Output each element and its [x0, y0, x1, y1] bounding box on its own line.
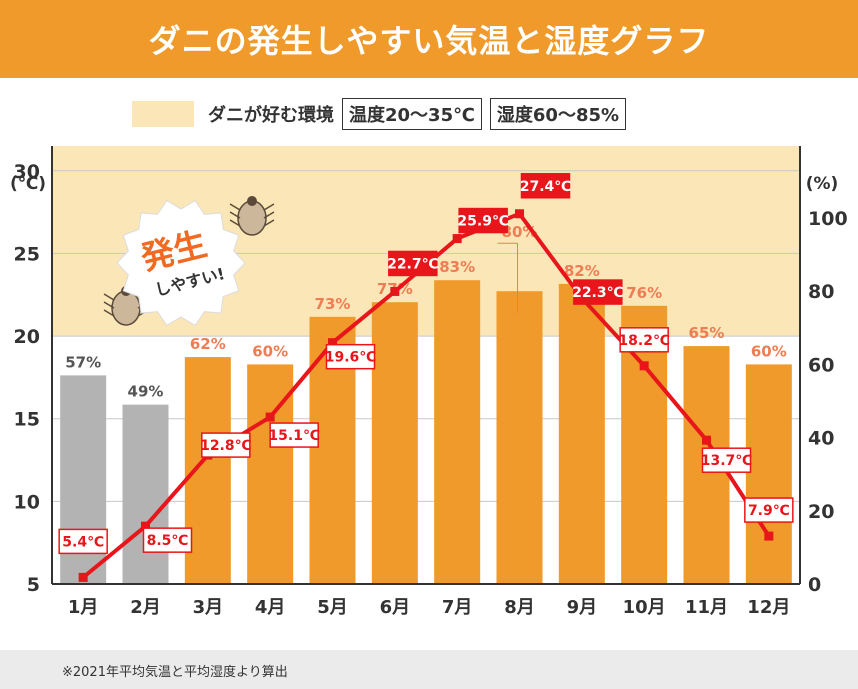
right-tick-label: 60: [808, 354, 834, 376]
left-axis-unit: (℃): [10, 174, 46, 194]
mite-icon-leg: [263, 203, 275, 211]
temperature-label: 8.5℃: [147, 533, 189, 549]
temperature-point: [702, 435, 711, 445]
month-label: 3月: [193, 597, 224, 618]
legend: ダニが好む環境 温度20〜35℃ 湿度60〜85%: [132, 98, 627, 130]
temperature-point: [390, 286, 400, 296]
left-tick-label: 5: [27, 574, 40, 596]
temperature-point: [265, 412, 275, 422]
chart-title: ダニの発生しやすい気温と湿度グラフ: [148, 22, 710, 60]
humidity-bar: [371, 302, 418, 584]
temperature-point: [328, 338, 337, 348]
mite-icon-leg: [103, 293, 115, 301]
mite-icon: [237, 200, 267, 236]
temperature-label-box: [619, 327, 669, 353]
temperature-point: [764, 531, 774, 541]
temperature-label-box: [325, 343, 376, 370]
left-tick-label: 10: [14, 491, 40, 513]
mite-icon-leg: [263, 211, 275, 219]
humidity-bar: [122, 404, 169, 584]
temperature-label-box: [142, 527, 193, 553]
chart-area: (℃) (%) 5 10 15 20 25 30 0 20 40 60 80 100 1月 2月 3月 4月 5月 6…: [10, 146, 848, 618]
humidity-label: 57%: [65, 353, 101, 371]
month-label: 4月: [255, 597, 286, 618]
badge-burst: [116, 199, 246, 327]
left-tick-label: 20: [14, 326, 40, 348]
humidity-label: 62%: [190, 335, 226, 353]
left-tick-label: 25: [14, 243, 40, 265]
temperature-label: 7.9℃: [748, 503, 790, 519]
temperature-label: 15.1℃: [268, 428, 320, 444]
mite-icon: [111, 290, 141, 326]
temperature-label-box: [201, 432, 251, 458]
mite-icon-leg: [229, 219, 241, 227]
temperature-label: 22.3℃: [572, 285, 624, 301]
right-tick-label: 0: [808, 574, 821, 596]
humidity-label: 76%: [626, 284, 662, 302]
month-label: 9月: [567, 597, 598, 618]
right-tick-label: 80: [808, 281, 834, 303]
temperature-label-box: [573, 279, 623, 305]
month-label: 12月: [747, 597, 790, 618]
footnote: ※2021年平均気温と平均湿度より算出: [62, 665, 288, 680]
footer: ※2021年平均気温と平均湿度より算出: [0, 650, 858, 689]
temperature-label-box: [744, 497, 794, 523]
right-tick-label: 100: [808, 208, 848, 230]
mite-icon-leg: [229, 211, 241, 219]
mite-icon-leg: [103, 301, 115, 309]
temperature-label-box: [388, 250, 438, 277]
month-label: 10月: [623, 597, 666, 618]
month-label: 7月: [442, 597, 473, 618]
mite-icon-leg: [263, 219, 275, 227]
right-tick-label: 20: [808, 501, 834, 523]
month-label: 8月: [504, 597, 535, 618]
temperature-label: 18.2℃: [618, 333, 670, 349]
temperature-label: 5.4℃: [62, 534, 104, 550]
temperature-label: 27.4℃: [520, 179, 572, 195]
temperature-label: 19.6℃: [325, 350, 377, 366]
month-label: 5月: [317, 597, 348, 618]
mite-icon-head: [247, 196, 257, 206]
temperature-point: [515, 209, 524, 219]
left-tick-label: 15: [14, 409, 40, 431]
temperature-point: [78, 572, 88, 582]
month-label: 6月: [380, 597, 411, 618]
temperature-label: 25.9℃: [457, 214, 509, 230]
temperature-label: 22.7℃: [387, 256, 439, 272]
title-bar: ダニの発生しやすい気温と湿度グラフ: [0, 0, 858, 78]
month-label: 11月: [685, 597, 728, 618]
humidity-label: 82%: [564, 262, 600, 280]
temperature-label-box: [701, 447, 752, 473]
temperature-point: [141, 521, 150, 531]
temperature-label: 13.7℃: [701, 453, 753, 469]
month-label: 1月: [68, 597, 99, 618]
legend-temp-range: 温度20〜35℃: [342, 98, 482, 130]
right-tick-label: 40: [808, 428, 834, 450]
humidity-bar: [496, 291, 543, 584]
temperature-label: 12.8℃: [200, 438, 252, 454]
humidity-label: 49%: [128, 383, 164, 401]
temperature-label-box: [269, 422, 319, 448]
humidity-bar: [558, 283, 605, 584]
mite-icon-leg: [103, 309, 115, 317]
mite-icon-leg: [229, 203, 241, 211]
right-axis-unit: (%): [806, 174, 839, 194]
temperature-point: [639, 361, 649, 371]
humidity-bar: [434, 280, 481, 584]
temperature-label-box: [520, 173, 571, 199]
left-tick-label: 30: [14, 161, 40, 183]
temperature-label-box: [458, 207, 508, 234]
humidity-label: 73%: [315, 295, 351, 313]
temperature-point: [452, 234, 462, 244]
humidity-label: 60%: [751, 342, 787, 360]
humidity-bar: [745, 364, 792, 584]
legend-swatch: [132, 101, 194, 127]
humidity-label: 60%: [252, 342, 288, 360]
month-label: 2月: [130, 597, 161, 618]
temperature-label-box: [58, 528, 108, 555]
humidity-label: 65%: [689, 324, 725, 342]
humidity-label: 83%: [439, 258, 475, 276]
legend-label: ダニが好む環境: [208, 105, 334, 126]
legend-humidity-range: 湿度60〜85%: [489, 98, 627, 130]
